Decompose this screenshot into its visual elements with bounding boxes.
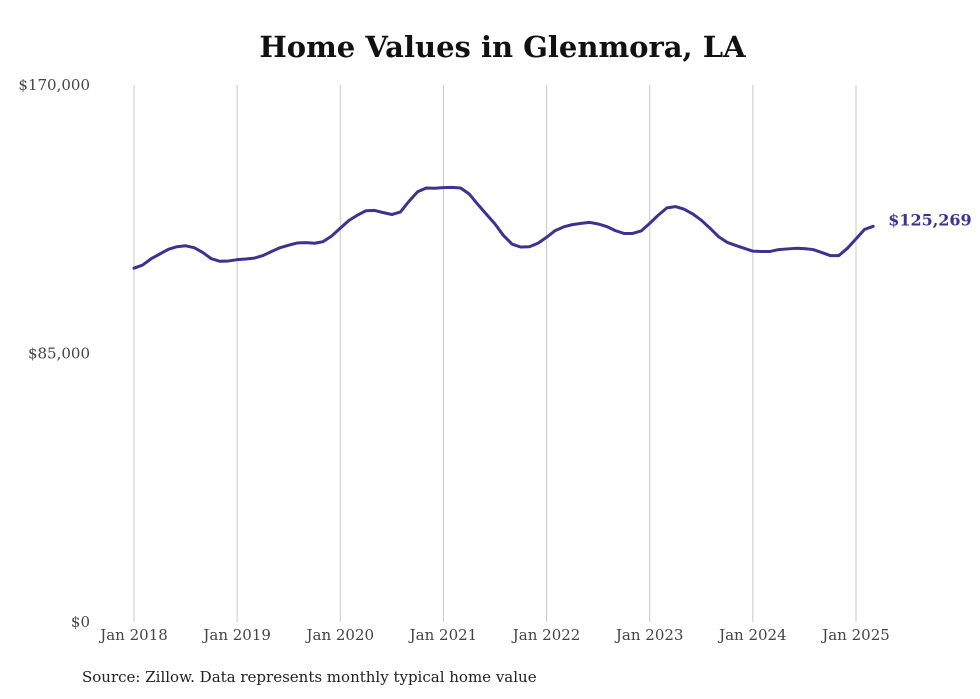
x-tick-label: Jan 2018: [98, 626, 168, 644]
x-tick-label: Jan 2019: [201, 626, 271, 644]
y-tick-label: $170,000: [18, 76, 90, 94]
gridlines: [133, 85, 857, 622]
x-tick-label: Jan 2023: [614, 626, 684, 644]
series-line-group: [132, 185, 875, 270]
chart-title: Home Values in Glenmora, LA: [259, 30, 746, 64]
x-tick-label: Jan 2024: [717, 626, 787, 644]
series-line: [132, 185, 875, 270]
end-label-group: $125,269: [888, 210, 972, 229]
x-axis-ticks: Jan 2018 Jan 2019 Jan 2020 Jan 2021 Jan 2022…: [98, 626, 890, 644]
source-note: Source: Zillow. Data represents monthly …: [82, 668, 537, 686]
x-tick-label: Jan 2020: [305, 626, 375, 644]
y-axis-ticks: $0 $85,000 $170,000: [18, 76, 90, 631]
x-tick-label: Jan 2025: [820, 626, 890, 644]
end-value-label: $125,269: [888, 210, 972, 229]
y-tick-label: $85,000: [28, 345, 90, 363]
x-tick-label: Jan 2022: [511, 626, 581, 644]
y-tick-label: $0: [71, 613, 90, 631]
x-tick-label: Jan 2021: [408, 626, 478, 644]
